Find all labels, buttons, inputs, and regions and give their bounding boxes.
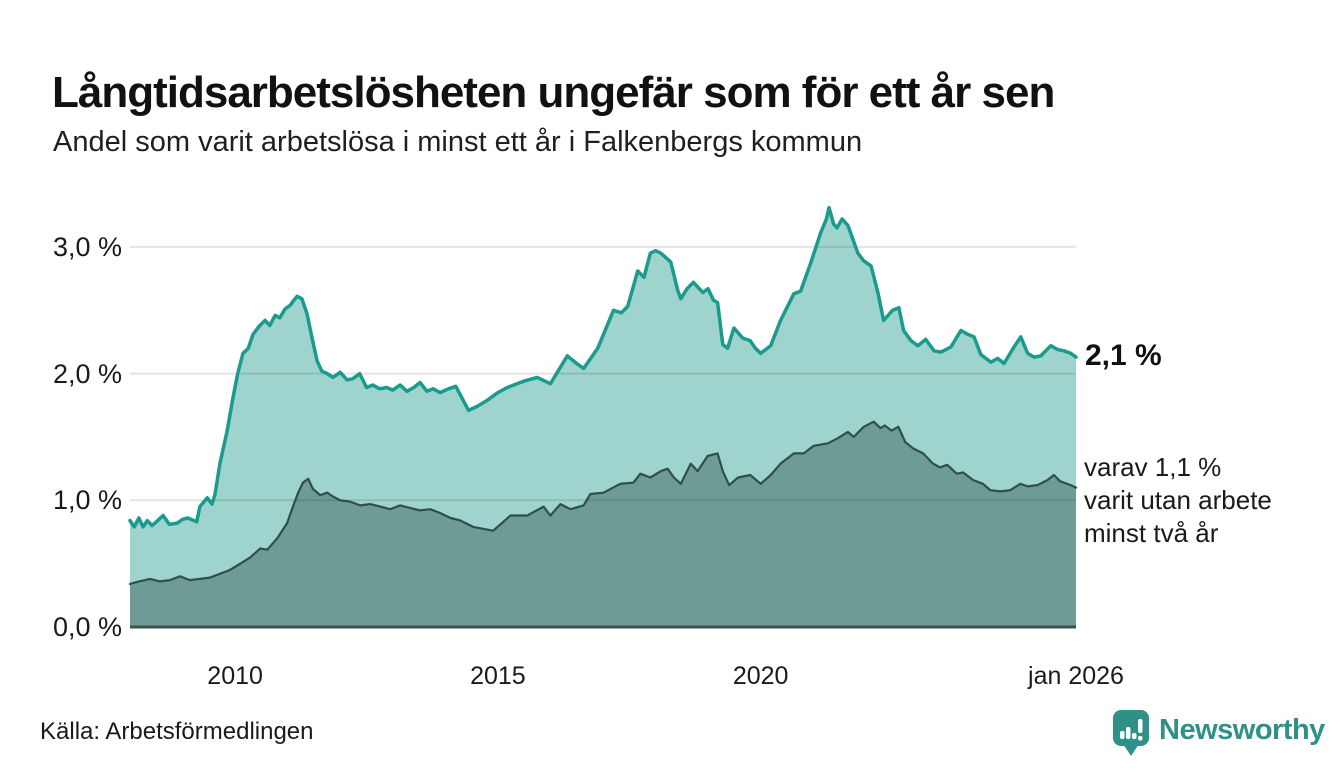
secondary-value-label: varav 1,1 % varit utan arbete minst två … — [1084, 451, 1272, 550]
secondary-value-line: minst två år — [1084, 518, 1219, 548]
source-note: Källa: Arbetsförmedlingen — [40, 718, 314, 745]
newsworthy-wordmark: Newsworthy — [1159, 713, 1325, 746]
y-axis-label: 3,0 % — [52, 231, 122, 262]
secondary-value-line: varav 1,1 % — [1084, 452, 1222, 482]
page-title: Långtidsarbetslösheten ungefär som för e… — [52, 68, 1055, 118]
y-axis-label: 2,0 % — [52, 358, 122, 389]
latest-value-label: 2,1 % — [1085, 339, 1162, 372]
page-subtitle: Andel som varit arbetslösa i minst ett å… — [53, 126, 863, 158]
x-axis-label: 2010 — [207, 662, 263, 690]
y-axis-label: 0,0 % — [52, 612, 122, 642]
y-axis-label: 1,0 % — [52, 485, 122, 516]
area-chart — [128, 205, 1078, 629]
newsworthy-brand: Newsworthy — [1112, 706, 1325, 762]
x-axis-label: 2015 — [470, 662, 526, 690]
x-axis-label: jan 2026 — [1028, 662, 1124, 690]
newsworthy-logo-icon — [1113, 710, 1149, 756]
x-axis-label: 2020 — [732, 662, 789, 690]
secondary-value-line: varit utan arbete — [1084, 485, 1272, 515]
